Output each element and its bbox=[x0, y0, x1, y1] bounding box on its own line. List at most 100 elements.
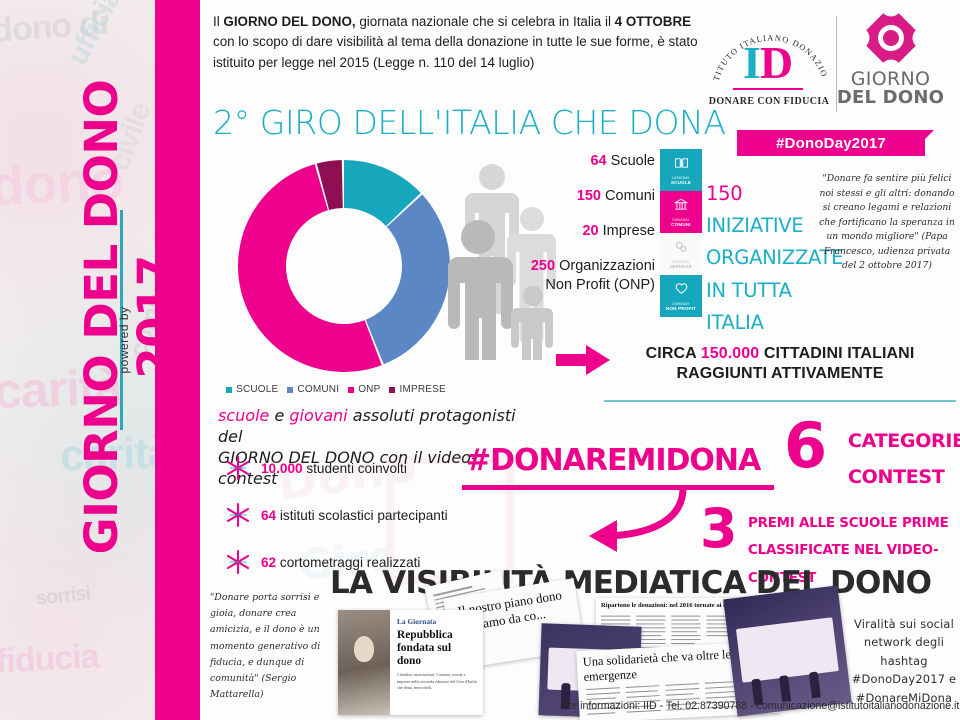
mattarella-quote-text: "Donare porta sorrisi e gioia, donare cr… bbox=[210, 592, 321, 684]
intro-part-1: Il bbox=[213, 14, 224, 29]
visibility-title: LA VISIBILITÀ MEDIATICA DEL DONO bbox=[330, 565, 932, 601]
contest-categories-l2: CONTEST bbox=[848, 466, 945, 489]
schools-lead-d: assoluti protagonisti del bbox=[218, 406, 516, 447]
initiatives-line2: ORGANIZZATE bbox=[706, 246, 844, 270]
schools-bullets: 10.000 studenti coinvolti 64 istituti sc… bbox=[225, 455, 515, 596]
bullet-number: 64 bbox=[261, 507, 277, 523]
legend-swatch bbox=[348, 386, 355, 393]
stat-row: 20 Imprese bbox=[455, 222, 655, 240]
clipping-subtext: Cittadini, associazioni, Comuni, scuole … bbox=[397, 672, 477, 690]
asterisk-icon bbox=[226, 455, 250, 481]
reach-prefix: CIRCA bbox=[645, 345, 701, 362]
badge-comuni: DONODAY COMUNI bbox=[660, 191, 702, 233]
iid-underline bbox=[733, 88, 803, 90]
contest-prizes-l1: PREMI ALLE SCUOLE PRIME bbox=[748, 516, 949, 531]
people-silhouettes-icon bbox=[448, 164, 556, 360]
legend-label: COMUNI bbox=[297, 384, 340, 395]
gdd-logo: GIORNO DEL DONO bbox=[833, 8, 948, 120]
gdd-line-1: GIORNO bbox=[850, 68, 931, 90]
badge-line-2: IMPRESE bbox=[669, 263, 693, 269]
tv-figure bbox=[808, 671, 821, 698]
badge-line-1: DONODAY bbox=[672, 175, 690, 180]
contest-prizes-label: PREMI ALLE SCUOLE PRIME CLASSIFICATE NEL… bbox=[748, 510, 960, 592]
clipping-headline: Repubblica fondata sul dono bbox=[397, 629, 453, 667]
schools-lead: scuole e giovani assoluti protagonisti d… bbox=[218, 405, 528, 489]
intro-part-3: con lo scopo di dare visibilità al tema … bbox=[213, 34, 698, 70]
clipping-photo bbox=[338, 610, 390, 715]
press-clipping-la-giornata: La Giornata Repubblica fondata sul dono … bbox=[338, 610, 483, 715]
iid-logo: ISTITUTO ITALIANO DONAZIONE ID DONARE CO… bbox=[705, 8, 833, 120]
viral-line-3: hashtag bbox=[880, 653, 928, 668]
contest-categories-label: CATEGORIE CONTEST bbox=[848, 423, 960, 495]
reach-number: 150.000 bbox=[700, 345, 760, 362]
viral-line-5: #DonareMiDona bbox=[855, 690, 953, 705]
clipping-body: La Giornata Repubblica fondata sul dono … bbox=[390, 610, 483, 715]
initiatives-line3: IN TUTTA ITALIA bbox=[706, 278, 792, 334]
left-sidebar: dono di ufficiale dono civile carità car… bbox=[0, 0, 200, 720]
stat-row: 250 Organizzazioni Non Profit (ONP) bbox=[455, 257, 655, 293]
initiatives-word: INIZIATIVE bbox=[706, 214, 804, 238]
donut-segment-scuole bbox=[344, 160, 421, 227]
sidebar-powered-by: powered by bbox=[117, 306, 131, 374]
teal-divider-right bbox=[604, 400, 956, 402]
legend-item-comuni: COMUNI bbox=[287, 384, 339, 395]
initiatives-block: 150 INIZIATIVE ORGANIZZATE IN TUTTA ITAL… bbox=[706, 178, 843, 339]
category-badges: DONODAY SCUOLE DONODAY COMUNI DONODAY IMPRESE… bbox=[660, 149, 702, 317]
asterisk-icon bbox=[226, 549, 250, 575]
logo-divider bbox=[836, 16, 837, 112]
intro-part-2: giornata nazionale che si celebra in Ita… bbox=[355, 14, 615, 29]
legend-item-onp: ONP bbox=[348, 384, 380, 395]
viral-line-1: Viralità sui social bbox=[854, 617, 954, 631]
bullet-number: 10.000 bbox=[261, 460, 303, 476]
contest-categories-number: 6 bbox=[784, 409, 828, 482]
sidebar-pink-strip bbox=[155, 0, 200, 720]
iid-monogram: ID bbox=[743, 36, 793, 89]
stat-number: 150 bbox=[576, 188, 601, 205]
donut-chart bbox=[228, 150, 460, 382]
badge-line-2: NON PROFIT bbox=[665, 305, 697, 311]
contest-prizes-l2: CLASSIFICATE NEL VIDEO-CONTEST bbox=[748, 543, 939, 586]
bullet-text: 10.000 studenti coinvolti bbox=[261, 460, 407, 476]
badge-non-profit: DONODAY NON PROFIT bbox=[660, 275, 702, 317]
schools-lead-a: scuole bbox=[218, 406, 270, 425]
page-title: 2° GIRO DELL'ITALIA CHE DONA bbox=[213, 103, 726, 142]
stat-number: 64 bbox=[590, 153, 607, 169]
intro-paragraph: Il GIORNO DEL DONO, giornata nazionale c… bbox=[213, 12, 698, 73]
footer-contact: Per informazioni: IID - Tel. 02.87390788… bbox=[560, 700, 960, 712]
campaign-hashtag: #DONAREMIDONA bbox=[466, 443, 761, 478]
badge-line-2: COMUNI bbox=[671, 221, 691, 227]
tv-figure bbox=[778, 674, 792, 702]
chart-legend: SCUOLE COMUNI ONP IMPRESE bbox=[222, 384, 450, 395]
stat-number: 20 bbox=[582, 223, 599, 240]
asterisk-icon bbox=[226, 502, 250, 528]
bullet-number: 62 bbox=[261, 554, 277, 570]
clipping-kicker: La Giornata bbox=[397, 617, 437, 626]
pink-arrow-icon bbox=[556, 345, 610, 375]
bullet-text: 62 cortometraggi realizzati bbox=[261, 554, 421, 570]
sidebar-divider-rule bbox=[120, 210, 123, 430]
heart-icon bbox=[674, 282, 689, 300]
stat-label: Imprese bbox=[598, 223, 655, 240]
contest-categories-l1: CATEGORIE bbox=[848, 430, 960, 452]
intro-bold-date: 4 OTTOBRE bbox=[614, 14, 692, 29]
contest-prizes-number: 3 bbox=[700, 497, 738, 560]
legend-label: SCUOLE bbox=[236, 384, 279, 395]
clipping-ripartono-headline: Ripartono le donazioni: nel 2016 tornate… bbox=[601, 602, 764, 609]
iid-arc-text: ISTITUTO ITALIANO DONAZIONE bbox=[711, 14, 828, 82]
stat-label: Scuole bbox=[606, 153, 655, 169]
viral-social-note: Viralità sui social network degli hashta… bbox=[848, 615, 960, 707]
badge-line-1: DONODAY bbox=[672, 217, 690, 222]
legend-label: ONP bbox=[358, 384, 381, 395]
donoday-hashtag-banner: #DonoDay2017 bbox=[737, 130, 934, 156]
stat-label-2: Non Profit (ONP) bbox=[545, 276, 655, 293]
mattarella-quote-attribution: (Sergio Mattarella) bbox=[210, 672, 297, 701]
gears-icon bbox=[674, 240, 688, 258]
mattarella-quote: "Donare porta sorrisi e gioia, donare cr… bbox=[210, 590, 332, 703]
schools-lead-b: e bbox=[269, 406, 290, 425]
curved-arrow-icon bbox=[589, 487, 687, 552]
donut-segment-imprese bbox=[316, 160, 343, 210]
monogram-i: I bbox=[743, 37, 761, 88]
badge-line-1: DONODAY bbox=[672, 301, 690, 306]
logo-block: ISTITUTO ITALIANO DONAZIONE ID DONARE CO… bbox=[705, 8, 953, 160]
